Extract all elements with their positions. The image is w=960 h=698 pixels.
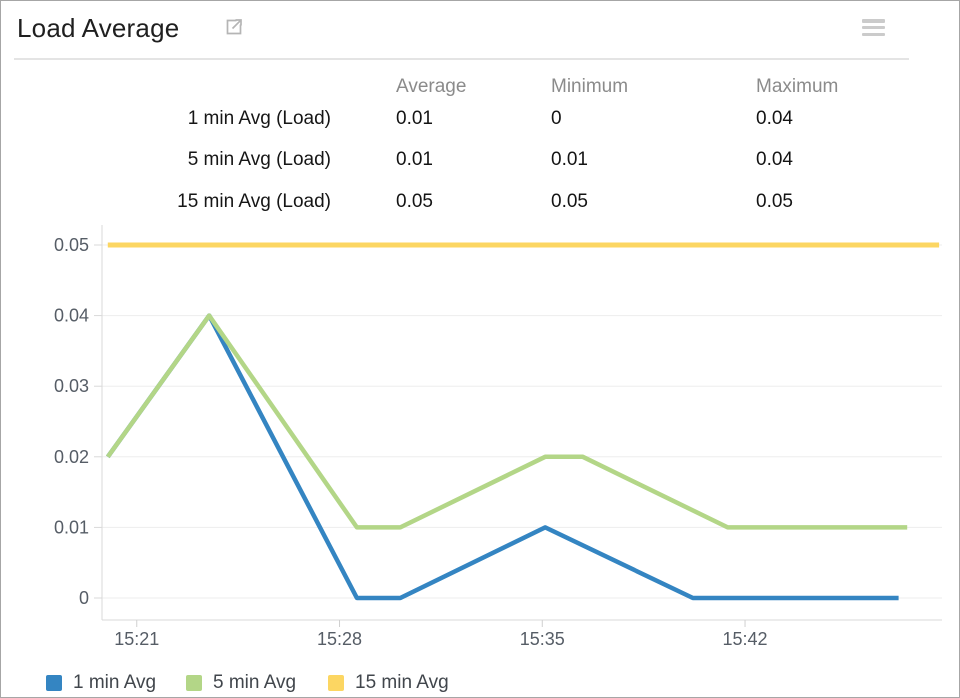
- stats-cell-average: 0.05: [396, 191, 433, 212]
- stats-row-label: 1 min Avg (Load): [187, 108, 331, 129]
- load-average-line-chart: 0 0.01 0.02 0.03 0.04 0.05 15:21 15:28 15:35 15:4…: [54, 225, 942, 649]
- stats-cell-minimum: 0.05: [551, 191, 588, 212]
- hamburger-bar: [862, 32, 885, 36]
- svg-text:0: 0: [79, 588, 89, 608]
- header-divider: [14, 58, 909, 60]
- table-row: 15 min Avg (Load) 0.05 0.05 0.05: [1, 191, 959, 213]
- legend-swatch-1min: [46, 675, 62, 691]
- svg-text:0.01: 0.01: [54, 517, 89, 537]
- legend-item-5min[interactable]: 5 min Avg: [186, 672, 296, 694]
- stats-cell-maximum: 0.04: [756, 108, 793, 129]
- table-row: 1 min Avg (Load) 0.01 0 0.04: [1, 108, 959, 130]
- page-title: Load Average: [17, 13, 180, 43]
- legend-label: 1 min Avg: [73, 672, 157, 693]
- legend-swatch-15min: [328, 675, 344, 691]
- svg-text:0.03: 0.03: [54, 376, 89, 396]
- legend-label: 5 min Avg: [213, 672, 297, 693]
- hamburger-menu-icon[interactable]: [862, 19, 885, 36]
- hamburger-bar: [862, 25, 885, 30]
- svg-text:15:21: 15:21: [114, 629, 159, 649]
- stats-cell-minimum: 0: [551, 108, 562, 129]
- stats-cell-maximum: 0.05: [756, 191, 793, 212]
- legend-label: 15 min Avg: [355, 672, 449, 693]
- svg-text:0.04: 0.04: [54, 306, 89, 326]
- stats-cell-average: 0.01: [396, 108, 433, 129]
- stats-row-label: 15 min Avg (Load): [177, 191, 331, 212]
- stats-cell-minimum: 0.01: [551, 149, 588, 170]
- stats-header-row: Average Minimum Maximum: [1, 76, 959, 98]
- stats-cell-average: 0.01: [396, 149, 433, 170]
- open-in-new-window-icon[interactable]: [224, 17, 244, 37]
- table-row: 5 min Avg (Load) 0.01 0.01 0.04: [1, 149, 959, 171]
- stats-cell-maximum: 0.04: [756, 149, 793, 170]
- stats-col-minimum: Minimum: [551, 76, 629, 97]
- legend-swatch-5min: [186, 675, 202, 691]
- svg-text:15:28: 15:28: [317, 629, 362, 649]
- svg-text:0.05: 0.05: [54, 235, 89, 255]
- stats-row-label: 5 min Avg (Load): [187, 149, 331, 170]
- legend-item-1min[interactable]: 1 min Avg: [46, 672, 156, 694]
- legend-item-15min[interactable]: 15 min Avg: [328, 672, 449, 694]
- svg-text:15:35: 15:35: [520, 629, 565, 649]
- svg-text:15:42: 15:42: [723, 629, 768, 649]
- stats-col-average: Average: [396, 76, 467, 97]
- hamburger-bar: [862, 19, 885, 23]
- svg-text:0.02: 0.02: [54, 447, 89, 467]
- stats-col-maximum: Maximum: [756, 76, 839, 97]
